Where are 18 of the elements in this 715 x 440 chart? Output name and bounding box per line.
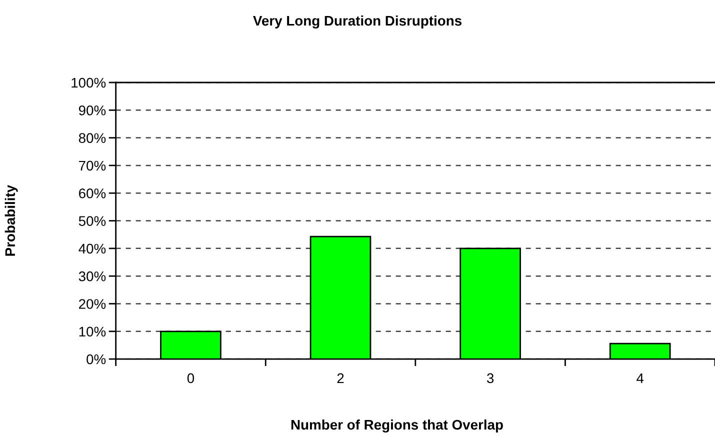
y-axis-title: Probability [4, 184, 18, 256]
y-tick-label: 10% [79, 326, 106, 337]
y-tick-label: 30% [78, 271, 106, 282]
x-tick-label: 4 [636, 373, 644, 383]
y-tick-label: 50% [78, 216, 106, 226]
y-tick-label: 80% [78, 133, 106, 143]
chart-title: Very Long Duration Disruptions [253, 15, 462, 29]
y-tick-label: 0% [86, 354, 106, 364]
y-tick-label: 100% [72, 78, 106, 88]
x-axis-title: Number of Regions that Overlap [291, 419, 503, 433]
x-tick-label: 2 [337, 373, 344, 383]
x-tick-label: 3 [486, 373, 494, 384]
x-tick-label: 0 [187, 373, 194, 384]
y-tick-label: 70% [79, 160, 106, 171]
y-tick-label: 90% [78, 105, 106, 116]
y-tick-label: 40% [78, 244, 106, 254]
y-tick-label: 60% [79, 188, 106, 198]
y-tick-label: 20% [79, 299, 106, 309]
